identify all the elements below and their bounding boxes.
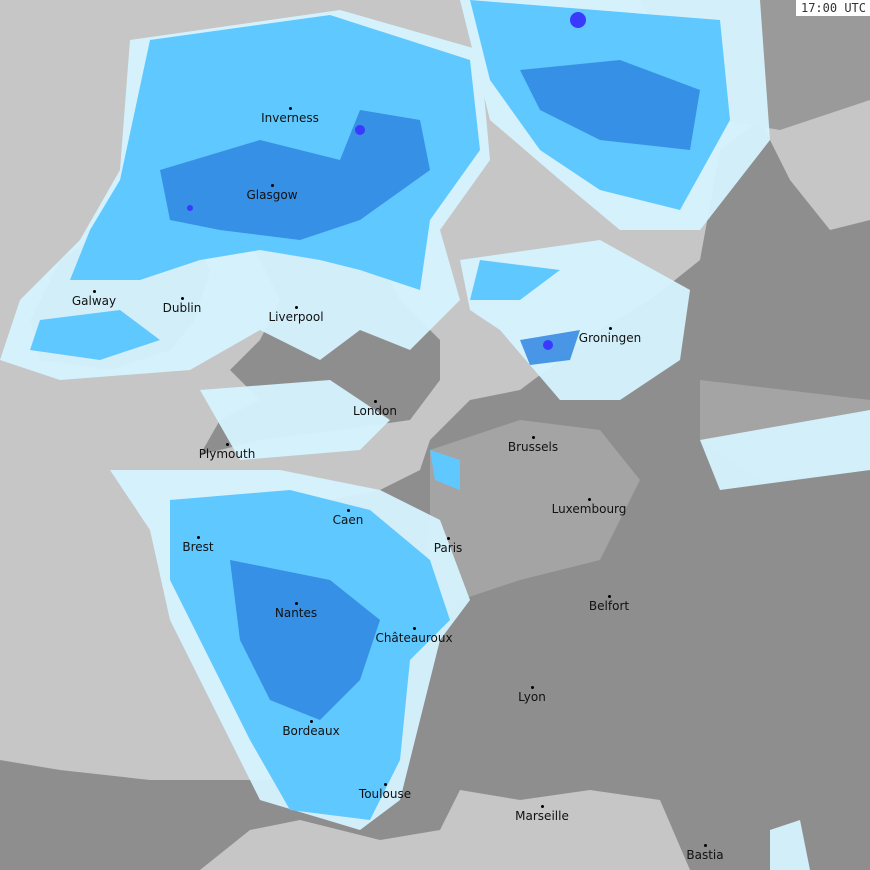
city-dot xyxy=(532,436,535,439)
city-label: Paris xyxy=(433,541,463,555)
city-dot xyxy=(295,306,298,309)
city-dot xyxy=(226,443,229,446)
city-dot xyxy=(295,602,298,605)
city-dot xyxy=(384,783,387,786)
city-label: Lyon xyxy=(518,690,546,704)
city-label: Liverpool xyxy=(268,310,324,324)
city-dot xyxy=(541,805,544,808)
city-dot xyxy=(197,536,200,539)
city-label: Belfort xyxy=(588,599,630,613)
city-dot xyxy=(447,537,450,540)
city-dot xyxy=(181,297,184,300)
city-label: Brussels xyxy=(507,440,559,454)
city-dot xyxy=(289,107,292,110)
city-dot xyxy=(271,184,274,187)
city-dot xyxy=(609,327,612,330)
city-label: Bastia xyxy=(686,848,724,862)
city-label: Plymouth xyxy=(198,447,256,461)
city-label: Inverness xyxy=(261,111,319,125)
city-dot xyxy=(310,720,313,723)
city-dot xyxy=(374,400,377,403)
city-label: Dublin xyxy=(162,301,202,315)
city-label: Brest xyxy=(182,540,214,554)
city-dot xyxy=(704,844,707,847)
city-label: Toulouse xyxy=(358,787,412,801)
city-label: London xyxy=(353,404,397,418)
city-dot xyxy=(588,498,591,501)
city-dot xyxy=(93,290,96,293)
land-corsica xyxy=(690,800,730,870)
city-label: Marseille xyxy=(515,809,569,823)
city-label: Caen xyxy=(332,513,364,527)
city-label: Galway xyxy=(71,294,117,308)
city-label: Luxembourg xyxy=(551,502,627,516)
city-dot xyxy=(531,686,534,689)
city-label: Bordeaux xyxy=(282,724,340,738)
city-dot xyxy=(413,627,416,630)
city-label: Glasgow xyxy=(246,188,298,202)
time-label: 17:00 UTC xyxy=(795,0,870,16)
city-label: Châteauroux xyxy=(375,631,453,645)
city-label: Nantes xyxy=(274,606,318,620)
city-label: Groningen xyxy=(578,331,642,345)
city-dot xyxy=(608,595,611,598)
city-dot xyxy=(347,509,350,512)
